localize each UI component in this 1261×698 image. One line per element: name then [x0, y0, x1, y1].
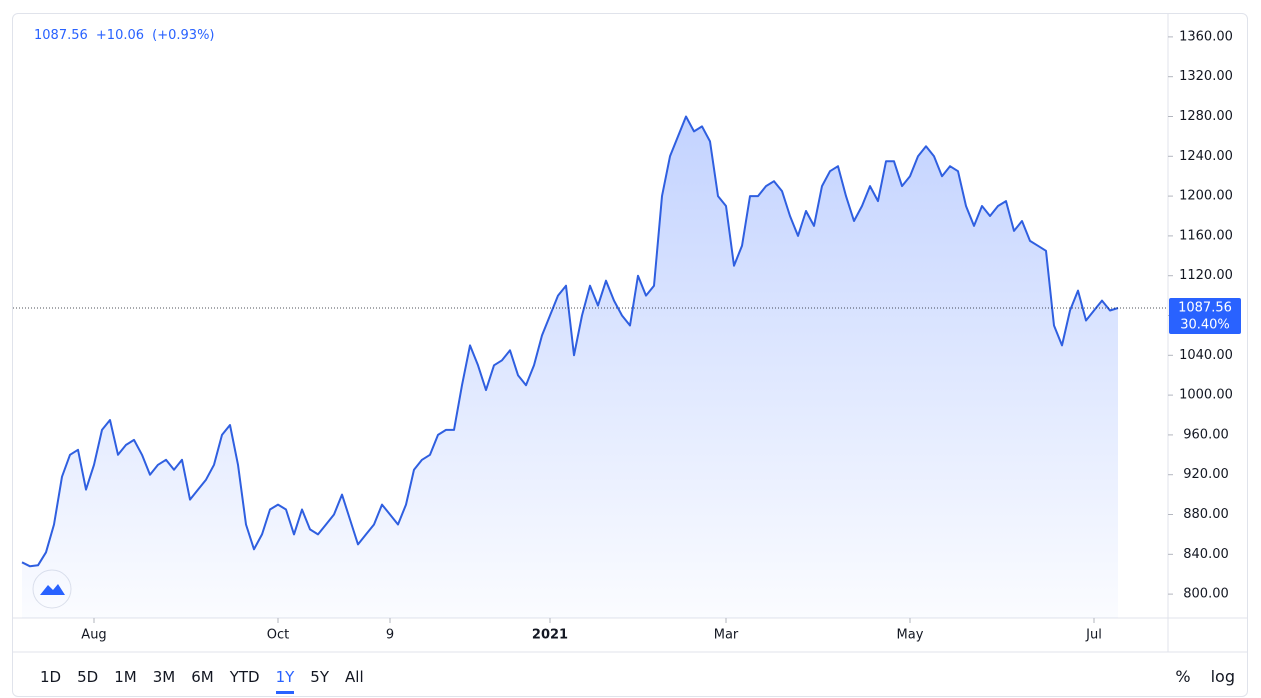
- y-tick-label: 960.00: [1183, 427, 1229, 442]
- range-button[interactable]: 3M: [152, 668, 176, 686]
- x-tick-label: 2021: [532, 628, 568, 643]
- y-tick-label: 1000.00: [1179, 388, 1233, 403]
- y-tick-label: 840.00: [1183, 547, 1229, 562]
- change-pct: (+0.93%): [152, 28, 215, 43]
- last-price: 1087.56: [34, 28, 88, 43]
- legend: 1087.56 +10.06 (+0.93%): [34, 28, 219, 43]
- range-button[interactable]: 5D: [77, 668, 99, 686]
- y-tick-label: 1200.00: [1179, 189, 1233, 204]
- x-tick-label: May: [897, 628, 924, 643]
- price-badge: [1169, 297, 1241, 334]
- y-tick-label: 1160.00: [1179, 228, 1233, 243]
- x-tick-label: Jul: [1085, 628, 1102, 643]
- x-tick-label: Mar: [714, 628, 739, 643]
- range-button[interactable]: 1Y: [268, 664, 303, 694]
- x-tick-label: Oct: [267, 628, 289, 643]
- y-tick-label: 920.00: [1183, 467, 1229, 482]
- area: [22, 116, 1118, 618]
- scale-tools: % log: [1175, 664, 1235, 690]
- scale-button[interactable]: %: [1175, 667, 1191, 686]
- scale-button[interactable]: log: [1210, 667, 1235, 686]
- chart-frame: [12, 13, 1248, 697]
- range-button[interactable]: 6M: [191, 668, 214, 686]
- x-tick-label: 9: [386, 628, 394, 643]
- x-tick-label: Aug: [81, 628, 106, 643]
- range-button[interactable]: 1M: [114, 668, 137, 686]
- y-tick-label: 1280.00: [1179, 109, 1233, 124]
- price-badge-change: 30.40%: [1180, 317, 1230, 332]
- range-button[interactable]: All: [345, 668, 364, 686]
- y-tick-label: 1240.00: [1179, 149, 1233, 164]
- change: +10.06: [95, 28, 145, 43]
- range-button[interactable]: 5Y: [310, 668, 330, 686]
- y-tick-label: 1320.00: [1179, 69, 1233, 84]
- y-tick-label: 1360.00: [1179, 29, 1233, 44]
- range-toolbar: 1D 5D 1M 3M 6M YTD 1Y 5Y All: [32, 664, 372, 694]
- y-tick-label: 1040.00: [1179, 348, 1233, 363]
- y-tick-label: 880.00: [1183, 507, 1229, 522]
- y-tick-label: 1120.00: [1179, 268, 1233, 283]
- range-button[interactable]: 1D: [40, 668, 62, 686]
- y-tick-label: 800.00: [1183, 587, 1229, 602]
- range-button[interactable]: YTD: [229, 668, 260, 686]
- line: [21, 115, 1119, 568]
- price-badge-value: 1087.56: [1178, 300, 1232, 315]
